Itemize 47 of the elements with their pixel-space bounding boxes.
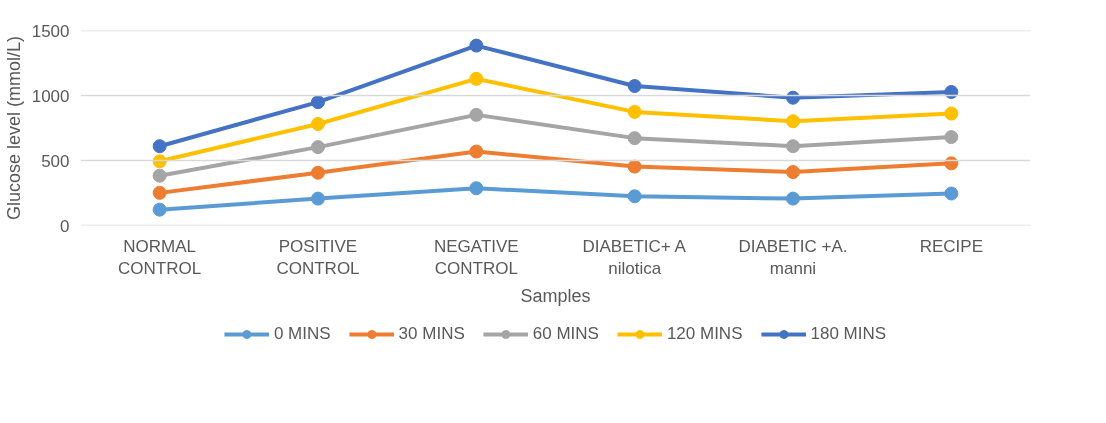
- point: [469, 144, 484, 159]
- point: [469, 71, 484, 86]
- x-tick-label: DIABETIC+ A nilotica: [582, 236, 687, 279]
- legend-label: 180 MINS: [810, 324, 887, 344]
- point: [152, 185, 167, 200]
- point: [944, 130, 959, 145]
- point: [944, 85, 959, 99]
- y-tick-label: 1500: [31, 21, 70, 41]
- point: [152, 139, 167, 154]
- point: [627, 159, 642, 174]
- point: [152, 168, 167, 183]
- x-axis-title: Samples: [520, 286, 591, 307]
- point: [469, 107, 484, 122]
- point: [944, 106, 959, 121]
- y-tick-label: 0: [60, 216, 70, 236]
- point: [311, 116, 325, 131]
- point: [786, 139, 800, 154]
- y-tick-label: 1000: [31, 86, 70, 106]
- point: [152, 154, 167, 169]
- y-axis-title: Glucose level (mmol/L): [3, 35, 24, 221]
- point: [311, 191, 325, 206]
- x-tick-label: NORMAL CONTROL: [118, 236, 202, 279]
- point: [627, 189, 642, 204]
- point: [627, 104, 642, 119]
- legend-label: 120 MINS: [666, 324, 743, 344]
- x-tick-label: NEGATIVE CONTROL: [433, 236, 519, 279]
- point: [786, 191, 800, 206]
- y-tick-label: 500: [41, 151, 70, 171]
- point: [627, 79, 642, 93]
- point: [786, 114, 800, 129]
- legend-label: 30 MINS: [398, 324, 465, 344]
- point: [469, 38, 484, 53]
- point: [786, 90, 800, 105]
- point: [944, 156, 959, 171]
- x-tick-label: DIABETIC +A. manni: [738, 236, 848, 279]
- legend-label: 0 MINS: [273, 324, 331, 344]
- x-tick-label: POSITIVE CONTROL: [276, 236, 360, 279]
- point: [311, 95, 325, 110]
- point: [627, 131, 642, 146]
- x-tick-label: RECIPE: [919, 236, 983, 256]
- point: [469, 181, 484, 196]
- point: [311, 165, 325, 180]
- legend-label: 60 MINS: [532, 324, 599, 344]
- point: [152, 202, 167, 217]
- point: [311, 140, 325, 155]
- point: [786, 165, 800, 180]
- point: [944, 186, 959, 201]
